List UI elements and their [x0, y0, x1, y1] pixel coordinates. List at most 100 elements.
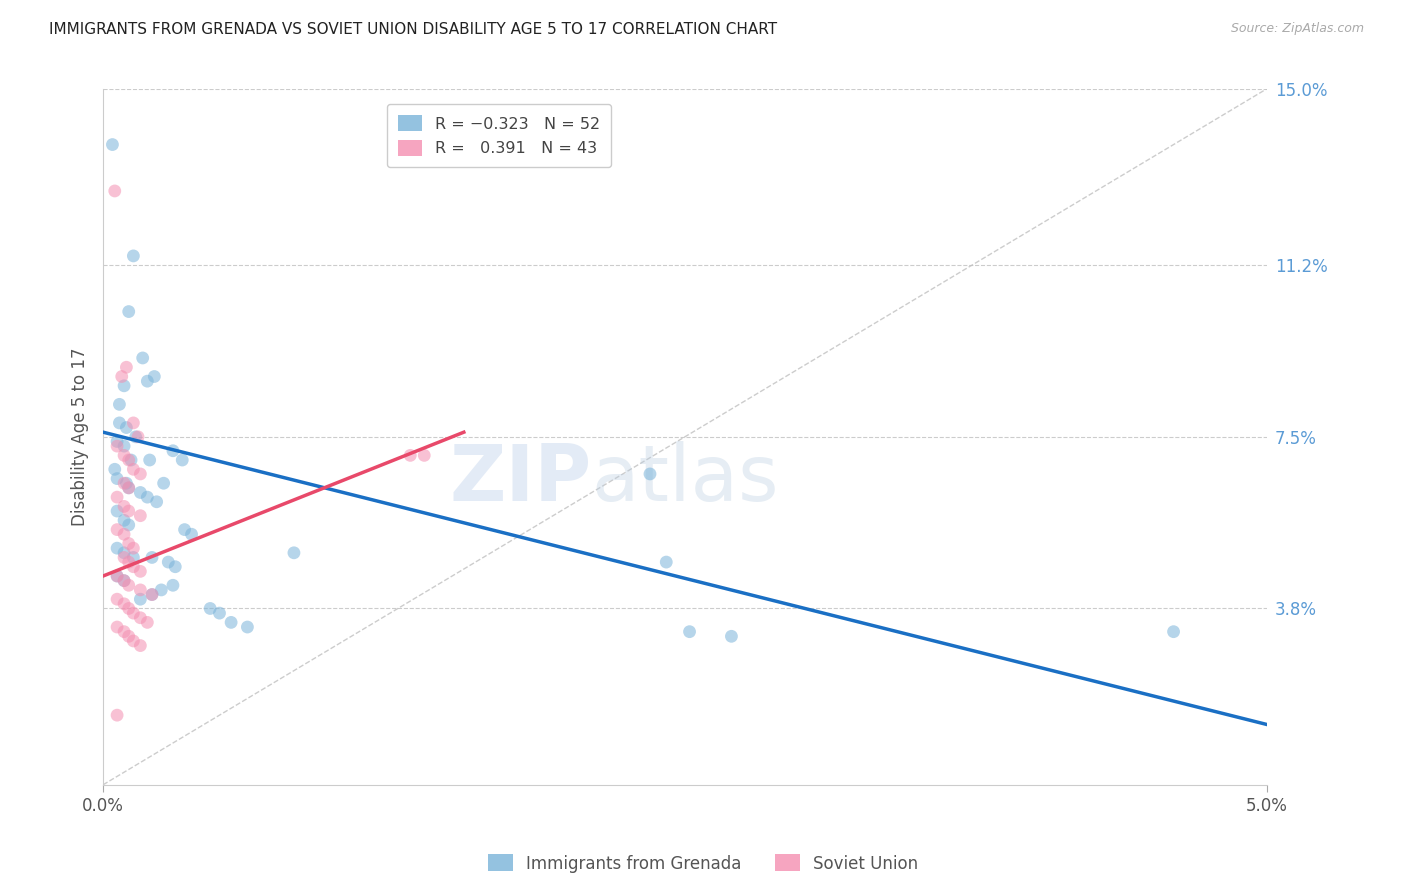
Point	[118, 481, 141, 495]
Point	[136, 615, 159, 630]
Point	[108, 397, 131, 411]
Point	[122, 550, 145, 565]
Text: IMMIGRANTS FROM GRENADA VS SOVIET UNION DISABILITY AGE 5 TO 17 CORRELATION CHART: IMMIGRANTS FROM GRENADA VS SOVIET UNION …	[49, 22, 778, 37]
Point	[198, 601, 221, 615]
Point	[105, 592, 128, 607]
Point	[105, 569, 128, 583]
Point	[112, 624, 135, 639]
Point	[136, 490, 159, 504]
Point	[157, 555, 180, 569]
Point	[173, 523, 195, 537]
Point	[219, 615, 242, 630]
Point	[655, 555, 678, 569]
Point	[122, 249, 145, 263]
Point	[141, 588, 163, 602]
Point	[111, 369, 134, 384]
Point	[138, 453, 160, 467]
Point	[112, 449, 135, 463]
Point	[208, 606, 231, 620]
Point	[1163, 624, 1185, 639]
Point	[112, 513, 135, 527]
Point	[162, 443, 184, 458]
Text: Source: ZipAtlas.com: Source: ZipAtlas.com	[1230, 22, 1364, 36]
Point	[720, 629, 742, 643]
Point	[104, 462, 127, 476]
Point	[118, 578, 141, 592]
Point	[129, 582, 152, 597]
Point	[129, 508, 152, 523]
Point	[122, 606, 145, 620]
Point	[104, 184, 127, 198]
Point	[162, 578, 184, 592]
Point	[118, 453, 141, 467]
Point	[180, 527, 202, 541]
Point	[112, 476, 135, 491]
Point	[112, 550, 135, 565]
Point	[105, 434, 128, 449]
Point	[413, 449, 436, 463]
Point	[120, 453, 142, 467]
Point	[136, 374, 159, 388]
Legend: R = −0.323   N = 52, R =   0.391   N = 43: R = −0.323 N = 52, R = 0.391 N = 43	[387, 103, 610, 168]
Point	[122, 462, 145, 476]
Point	[122, 559, 145, 574]
Point	[131, 351, 153, 365]
Point	[115, 476, 138, 491]
Point	[105, 541, 128, 556]
Point	[236, 620, 259, 634]
Text: ZIP: ZIP	[450, 441, 592, 516]
Point	[112, 574, 135, 588]
Point	[638, 467, 661, 481]
Point	[118, 555, 141, 569]
Point	[118, 629, 141, 643]
Point	[399, 449, 422, 463]
Point	[125, 430, 148, 444]
Point	[105, 472, 128, 486]
Point	[112, 527, 135, 541]
Point	[105, 620, 128, 634]
Point	[115, 420, 138, 434]
Point	[129, 467, 152, 481]
Point	[105, 523, 128, 537]
Point	[678, 624, 700, 639]
Point	[118, 536, 141, 550]
Point	[112, 379, 135, 393]
Point	[172, 453, 194, 467]
Point	[141, 588, 163, 602]
Point	[112, 500, 135, 514]
Point	[143, 369, 166, 384]
Point	[129, 639, 152, 653]
Point	[122, 634, 145, 648]
Point	[129, 592, 152, 607]
Point	[112, 574, 135, 588]
Point	[105, 504, 128, 518]
Y-axis label: Disability Age 5 to 17: Disability Age 5 to 17	[72, 348, 89, 526]
Point	[112, 439, 135, 453]
Point	[105, 569, 128, 583]
Point	[118, 504, 141, 518]
Point	[152, 476, 174, 491]
Point	[150, 582, 173, 597]
Point	[101, 137, 124, 152]
Point	[105, 439, 128, 453]
Point	[112, 546, 135, 560]
Legend: Immigrants from Grenada, Soviet Union: Immigrants from Grenada, Soviet Union	[481, 847, 925, 880]
Point	[105, 708, 128, 723]
Point	[141, 550, 163, 565]
Point	[283, 546, 305, 560]
Point	[112, 597, 135, 611]
Point	[118, 481, 141, 495]
Point	[129, 485, 152, 500]
Point	[165, 559, 187, 574]
Point	[129, 565, 152, 579]
Point	[122, 541, 145, 556]
Point	[118, 518, 141, 533]
Text: atlas: atlas	[592, 441, 779, 516]
Point	[122, 416, 145, 430]
Point	[129, 611, 152, 625]
Point	[127, 430, 149, 444]
Point	[108, 416, 131, 430]
Point	[145, 495, 167, 509]
Point	[118, 601, 141, 615]
Point	[118, 304, 141, 318]
